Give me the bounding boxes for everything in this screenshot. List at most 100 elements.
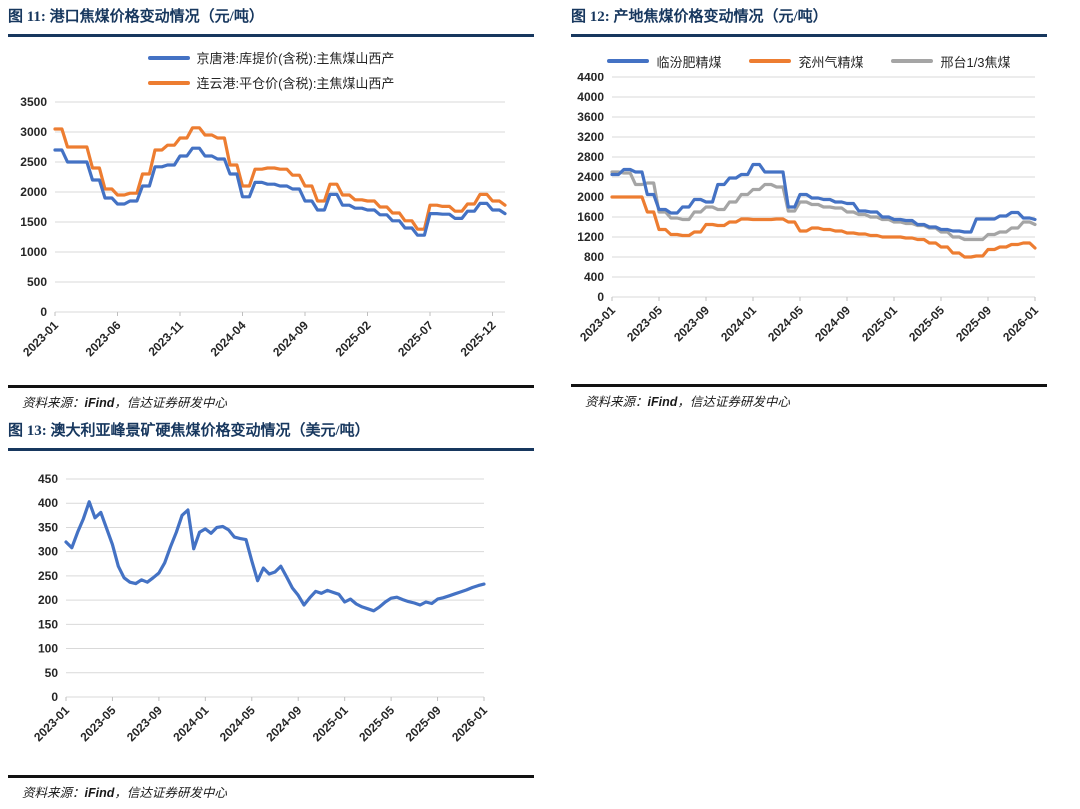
- svg-text:3600: 3600: [577, 110, 604, 124]
- legend-item: 邢台1/3焦煤: [891, 51, 1011, 72]
- figure-11-block: 图 11: 港口焦煤价格变动情况（元/吨） 京唐港:库提价(含税):主焦煤山西产…: [8, 6, 534, 411]
- legend-label: 连云港:平仓价(含税):主焦煤山西产: [196, 76, 395, 91]
- svg-text:2025-05: 2025-05: [906, 303, 947, 344]
- source-prefix: 资料来源：: [22, 786, 85, 800]
- figure-12-line-chart: 0 400 800 1200 1600 2000 2400 2800 3200 3600 4000 4…: [577, 73, 1041, 344]
- svg-text:2023-01: 2023-01: [20, 318, 61, 359]
- svg-text:3200: 3200: [577, 130, 604, 144]
- svg-text:1600: 1600: [577, 210, 604, 224]
- figure-13-title: 图 13: 澳大利亚峰景矿硬焦煤价格变动情况（美元/吨）: [8, 420, 534, 451]
- svg-text:2026-01: 2026-01: [449, 703, 490, 744]
- figure-13-bottom-rule: [8, 775, 534, 778]
- legend-line-sample-orange: [147, 80, 190, 85]
- legend-label: 兖州气精煤: [798, 54, 864, 70]
- source-suffix: ，信达证券研发中心: [677, 395, 790, 409]
- svg-text:350: 350: [38, 520, 58, 534]
- svg-text:1500: 1500: [20, 215, 47, 229]
- svg-text:2800: 2800: [577, 150, 604, 164]
- figure-12-source-note: 资料来源：iFind，信达证券研发中心: [571, 391, 1047, 410]
- svg-text:2025-02: 2025-02: [333, 318, 374, 359]
- svg-text:3000: 3000: [20, 125, 47, 139]
- svg-text:2024-01: 2024-01: [170, 703, 211, 744]
- svg-text:2025-12: 2025-12: [458, 318, 499, 359]
- svg-text:4400: 4400: [577, 73, 604, 84]
- svg-text:0: 0: [40, 305, 47, 319]
- source-brand: iFind: [84, 396, 115, 410]
- svg-text:2024-09: 2024-09: [270, 318, 311, 359]
- legend-line-sample-gray: [891, 59, 934, 63]
- svg-text:2025-09: 2025-09: [403, 703, 444, 744]
- figure-11-legend: 京唐港:库提价(含税):主焦煤山西产 连云港:平仓价(含税):主焦煤山西产: [8, 47, 534, 93]
- source-suffix: ，信达证券研发中心: [114, 396, 227, 410]
- svg-text:1000: 1000: [20, 245, 47, 259]
- legend-line-sample-blue: [147, 55, 190, 60]
- svg-text:0: 0: [597, 290, 604, 304]
- svg-text:2024-05: 2024-05: [765, 303, 806, 344]
- figure-13-block: 图 13: 澳大利亚峰景矿硬焦煤价格变动情况（美元/吨） 0 50 100 150 20…: [8, 420, 534, 801]
- svg-text:2023-01: 2023-01: [31, 703, 72, 744]
- figure-11-source-note: 资料来源：iFind，信达证券研发中心: [8, 392, 534, 411]
- figure-11-bottom-rule: [8, 385, 534, 388]
- svg-text:300: 300: [38, 545, 58, 559]
- figure-12-block: 图 12: 产地焦煤价格变动情况（元/吨） 临汾肥精煤 兖州气精煤 邢台1/3焦…: [571, 6, 1047, 410]
- svg-text:800: 800: [584, 250, 604, 264]
- svg-text:400: 400: [584, 270, 604, 284]
- svg-text:2024-09: 2024-09: [263, 703, 304, 744]
- figure-13-source-note: 资料来源：iFind，信达证券研发中心: [8, 782, 534, 801]
- svg-text:4000: 4000: [577, 90, 604, 104]
- svg-text:400: 400: [38, 496, 58, 510]
- svg-text:2023-05: 2023-05: [78, 703, 119, 744]
- svg-text:2023-01: 2023-01: [577, 303, 618, 344]
- svg-text:2023-11: 2023-11: [146, 318, 187, 359]
- source-prefix: 资料来源：: [22, 396, 85, 410]
- svg-text:0: 0: [51, 690, 58, 704]
- figure-11-title: 图 11: 港口焦煤价格变动情况（元/吨）: [8, 6, 534, 37]
- svg-text:2024-05: 2024-05: [217, 703, 258, 744]
- svg-text:3500: 3500: [20, 96, 47, 109]
- svg-text:2023-09: 2023-09: [124, 703, 165, 744]
- svg-text:2000: 2000: [20, 185, 47, 199]
- legend-label: 京唐港:库提价(含税):主焦煤山西产: [196, 51, 395, 66]
- legend-line-sample-orange: [749, 59, 792, 63]
- source-brand: iFind: [647, 395, 678, 409]
- legend-item: 连云港:平仓价(含税):主焦煤山西产: [147, 72, 395, 93]
- legend-item: 兖州气精煤: [749, 51, 863, 72]
- svg-text:2025-09: 2025-09: [953, 303, 994, 344]
- svg-text:450: 450: [38, 472, 58, 486]
- source-suffix: ，信达证券研发中心: [114, 786, 227, 800]
- source-prefix: 资料来源：: [585, 395, 648, 409]
- figure-12-bottom-rule: [571, 384, 1047, 387]
- svg-text:2023-06: 2023-06: [83, 318, 124, 359]
- svg-text:2000: 2000: [577, 190, 604, 204]
- svg-text:50: 50: [45, 666, 59, 680]
- figure-12-legend: 临汾肥精煤 兖州气精煤 邢台1/3焦煤: [571, 51, 1047, 71]
- svg-text:500: 500: [27, 275, 47, 289]
- svg-text:2023-09: 2023-09: [671, 303, 712, 344]
- svg-text:200: 200: [38, 593, 58, 607]
- figure-11-line-chart: 0 500 1000 1500 2000 2500 3000 3500 2023-01 2023-…: [20, 96, 507, 359]
- svg-text:2025-05: 2025-05: [356, 703, 397, 744]
- svg-text:2025-01: 2025-01: [310, 703, 351, 744]
- svg-text:2500: 2500: [20, 155, 47, 169]
- svg-text:2024-01: 2024-01: [718, 303, 759, 344]
- legend-label: 邢台1/3焦煤: [940, 54, 1011, 70]
- legend-item: 临汾肥精煤: [607, 51, 721, 72]
- figure-12-title: 图 12: 产地焦煤价格变动情况（元/吨）: [571, 6, 1047, 37]
- svg-text:2026-01: 2026-01: [1000, 303, 1041, 344]
- svg-text:2400: 2400: [577, 170, 604, 184]
- legend-item: 京唐港:库提价(含税):主焦煤山西产: [147, 47, 395, 68]
- svg-text:2025-01: 2025-01: [859, 303, 900, 344]
- source-brand: iFind: [84, 786, 115, 800]
- svg-text:150: 150: [38, 617, 58, 631]
- svg-text:2025-07: 2025-07: [395, 318, 436, 359]
- svg-text:250: 250: [38, 569, 58, 583]
- svg-text:100: 100: [38, 642, 58, 656]
- legend-line-sample-blue: [607, 59, 650, 63]
- svg-text:1200: 1200: [577, 230, 604, 244]
- legend-label: 临汾肥精煤: [656, 54, 722, 70]
- svg-text:2023-05: 2023-05: [624, 303, 665, 344]
- svg-text:2024-04: 2024-04: [208, 318, 249, 359]
- svg-text:2024-09: 2024-09: [812, 303, 853, 344]
